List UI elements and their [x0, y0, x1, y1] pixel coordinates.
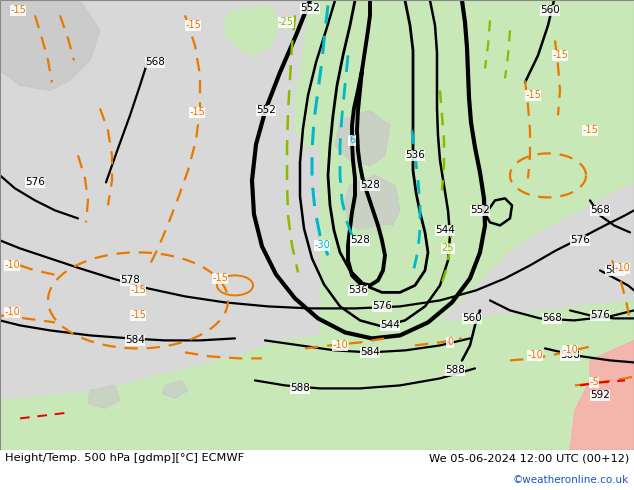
Text: 544: 544 [435, 225, 455, 235]
Polygon shape [400, 0, 634, 80]
Text: 560: 560 [462, 314, 482, 323]
Text: -10: -10 [4, 307, 20, 318]
Text: -10: -10 [332, 341, 348, 350]
Text: 528: 528 [350, 235, 370, 245]
Polygon shape [295, 0, 400, 150]
Polygon shape [570, 341, 634, 450]
Polygon shape [225, 5, 280, 55]
Text: 25: 25 [442, 244, 454, 253]
Text: -15: -15 [582, 125, 598, 135]
Polygon shape [0, 300, 634, 450]
Text: Height/Temp. 500 hPa [gdmp][°C] ECMWF: Height/Temp. 500 hPa [gdmp][°C] ECMWF [5, 453, 244, 463]
Text: 584: 584 [605, 266, 625, 275]
Text: 588: 588 [290, 383, 310, 393]
Text: We 05-06-2024 12:00 UTC (00+12): We 05-06-2024 12:00 UTC (00+12) [429, 453, 629, 463]
Text: 552: 552 [256, 105, 276, 116]
Text: -15: -15 [185, 21, 201, 30]
Text: -15: -15 [130, 285, 146, 295]
Text: 576: 576 [570, 235, 590, 245]
Text: 568: 568 [542, 314, 562, 323]
Polygon shape [335, 110, 390, 166]
Text: 552: 552 [470, 205, 490, 216]
Text: -15: -15 [189, 107, 205, 118]
Text: -30: -30 [314, 241, 330, 250]
Text: 576: 576 [25, 177, 45, 187]
Polygon shape [162, 380, 188, 398]
Text: 536: 536 [405, 150, 425, 160]
Text: 528: 528 [360, 180, 380, 191]
Text: 568: 568 [590, 205, 610, 216]
Text: 576: 576 [372, 301, 392, 312]
Text: 592: 592 [590, 391, 610, 400]
Text: -15: -15 [552, 50, 568, 60]
Text: -10: -10 [527, 350, 543, 361]
Text: 568: 568 [145, 57, 165, 68]
Text: -25: -25 [278, 18, 294, 27]
Text: 584: 584 [360, 347, 380, 357]
Polygon shape [300, 0, 634, 450]
Text: -15: -15 [212, 273, 228, 283]
Text: 536: 536 [348, 285, 368, 295]
Text: 544: 544 [380, 320, 400, 330]
Text: 584: 584 [125, 335, 145, 345]
Text: -5: -5 [589, 377, 599, 388]
Text: 0: 0 [447, 338, 453, 347]
Text: -10: -10 [4, 260, 20, 270]
Polygon shape [88, 386, 120, 408]
Text: ©weatheronline.co.uk: ©weatheronline.co.uk [513, 475, 629, 485]
Text: -10: -10 [562, 345, 578, 355]
Text: 6: 6 [349, 135, 355, 146]
Polygon shape [345, 175, 400, 235]
Text: -10: -10 [614, 264, 630, 273]
Text: 588: 588 [560, 350, 580, 361]
Text: 576: 576 [590, 310, 610, 320]
Text: 552: 552 [300, 3, 320, 13]
Polygon shape [355, 225, 420, 280]
Polygon shape [0, 0, 100, 90]
Text: -15: -15 [525, 90, 541, 100]
Text: -15: -15 [130, 310, 146, 320]
Text: -15: -15 [10, 5, 26, 15]
Text: 560: 560 [540, 5, 560, 15]
Text: 578: 578 [120, 275, 140, 285]
Text: 588: 588 [445, 366, 465, 375]
